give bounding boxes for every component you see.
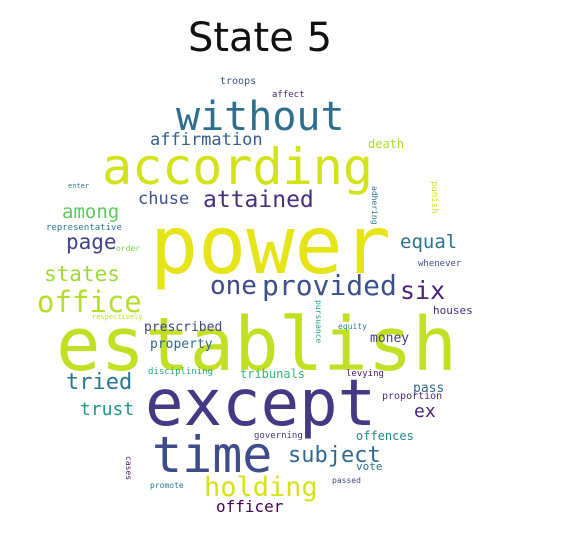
cloud-word: trust — [80, 399, 135, 420]
cloud-word: except — [145, 367, 377, 441]
cloud-word: according — [102, 138, 373, 196]
cloud-word: proportion — [382, 391, 443, 402]
cloud-word: whenever — [418, 259, 462, 269]
cloud-word: tribunals — [240, 367, 306, 381]
cloud-word: ex — [414, 401, 436, 422]
cloud-word: promote — [150, 481, 184, 490]
cloud-word: without — [176, 94, 345, 140]
cloud-word: provided — [262, 269, 397, 302]
cloud-word: enter — [68, 182, 90, 190]
cloud-word: order — [116, 244, 141, 253]
cloud-word: one — [210, 271, 257, 301]
cloud-word: subject — [288, 443, 381, 468]
cloud-word: tried — [66, 370, 133, 395]
cloud-word: establish — [56, 302, 457, 388]
cloud-word: governing — [254, 431, 303, 441]
cloud-word: offences — [356, 429, 414, 443]
cloud-word: prescribed — [144, 320, 223, 335]
cloud-word: troops — [220, 76, 257, 87]
cloud-word: respectively — [92, 313, 143, 321]
cloud-word: money — [370, 331, 410, 346]
cloud-word: affect — [272, 90, 305, 100]
cloud-word: adhering — [370, 186, 379, 225]
cloud-word: cases — [124, 456, 133, 481]
cloud-word: office — [37, 285, 142, 319]
cloud-word: six — [400, 276, 446, 305]
cloud-word: attained — [203, 187, 314, 213]
cloud-word: among — [62, 201, 120, 223]
cloud-word: affirmation — [150, 130, 263, 150]
cloud-word: equal — [400, 231, 458, 253]
cloud-word: houses — [433, 304, 473, 317]
cloud-word: chuse — [138, 189, 190, 209]
cloud-word: states — [44, 262, 120, 286]
figure-title: State 5 — [187, 15, 333, 61]
cloud-word: punish — [429, 181, 439, 214]
cloud-word: death — [368, 137, 405, 151]
cloud-word: representative — [46, 223, 122, 233]
cloud-word: power — [150, 199, 391, 292]
cloud-word: vote — [356, 460, 383, 473]
cloud-word: levying — [346, 369, 384, 379]
cloud-word: property — [150, 337, 213, 352]
cloud-word: equity — [338, 322, 367, 331]
cloud-word: holding — [204, 472, 318, 503]
cloud-word: disciplining — [148, 367, 214, 377]
cloud-word: passed — [332, 476, 361, 485]
cloud-word: page — [66, 230, 117, 254]
cloud-word: officer — [216, 497, 284, 516]
cloud-word: pass — [413, 381, 445, 396]
cloud-word: time — [152, 426, 273, 484]
cloud-word: pursuance — [314, 300, 323, 344]
